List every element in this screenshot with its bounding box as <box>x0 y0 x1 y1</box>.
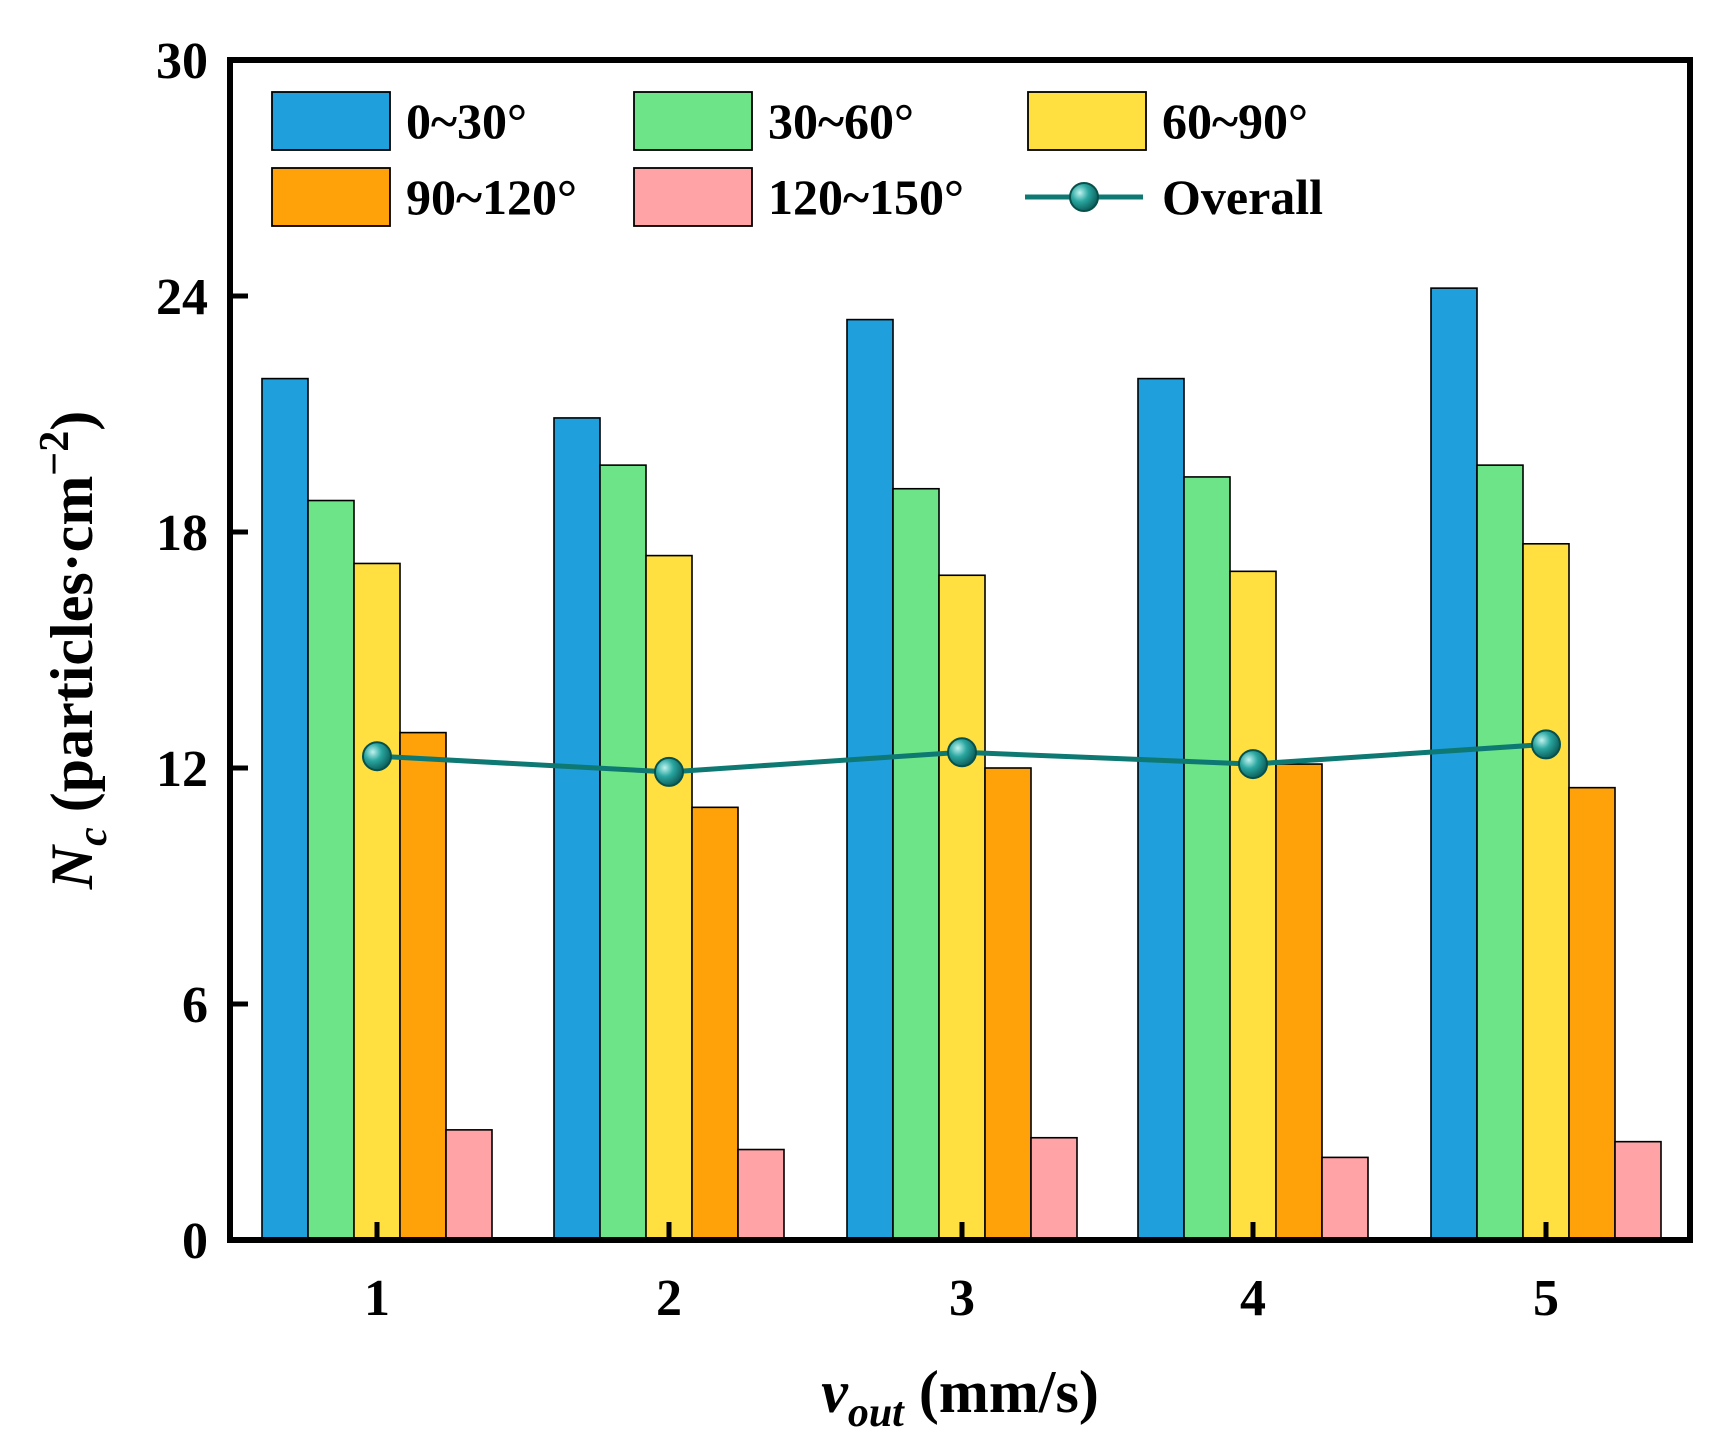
y-tick-label: 6 <box>182 977 208 1034</box>
x-tick-label: 4 <box>1240 1270 1266 1327</box>
y-tick-label: 18 <box>156 505 208 562</box>
x-axis-label-sub: out <box>848 1390 905 1436</box>
bar-90~120°-x4 <box>1275 763 1323 1241</box>
legend-label: 120~150° <box>768 169 964 225</box>
bar-120~150°-x1 <box>445 1129 493 1241</box>
bar-90~120°-x1 <box>399 731 447 1241</box>
bar-0~30°-x2 <box>553 417 601 1241</box>
bar-60~90°-x4 <box>1229 570 1277 1241</box>
overall-point-x3 <box>947 737 977 768</box>
bar-60~90°-x1 <box>353 562 401 1241</box>
x-tick-label: 5 <box>1533 1270 1559 1327</box>
x-axis-label-unit: (mm/s) <box>904 1359 1099 1425</box>
x-tick-label: 1 <box>364 1270 390 1327</box>
y-tick-label: 0 <box>182 1213 208 1270</box>
bars-layer <box>261 287 1662 1241</box>
bar-0~30°-x1 <box>261 377 309 1241</box>
legend-swatch-120~150° <box>633 167 753 227</box>
bar-120~150°-x5 <box>1614 1140 1662 1241</box>
legend-label: 0~30° <box>406 93 527 149</box>
bar-120~150°-x3 <box>1030 1136 1078 1241</box>
bar-30~60°-x1 <box>307 499 355 1241</box>
legend-label: 30~60° <box>768 93 914 149</box>
legend-label: Overall <box>1162 169 1323 225</box>
y-axis-label-close: ) <box>39 411 105 431</box>
legend: 0~30° 30~60° 60~90° 90~120° 120~150° Overall <box>271 91 1323 227</box>
legend-swatch-marker <box>1069 182 1099 212</box>
overall-point-x1 <box>362 741 392 772</box>
y-axis-label: Nc (particles·cm−2) <box>32 411 116 890</box>
x-axis-label-main: v <box>821 1359 849 1425</box>
y-axis-label-unit: (particles·cm <box>39 476 105 828</box>
y-tick-label: 12 <box>156 741 208 798</box>
legend-swatch-0~30° <box>271 91 391 151</box>
legend-label: 60~90° <box>1162 93 1308 149</box>
legend-label: 90~120° <box>406 169 577 225</box>
y-axis-label-main: N <box>39 843 105 890</box>
bar-60~90°-x3 <box>938 574 986 1241</box>
overall-point-x5 <box>1531 729 1561 760</box>
bar-120~150°-x4 <box>1321 1156 1369 1241</box>
bar-90~120°-x5 <box>1568 786 1616 1241</box>
y-tick-label: 24 <box>156 269 208 326</box>
bar-0~30°-x3 <box>846 318 894 1241</box>
x-axis-label: vout (mm/s) <box>821 1359 1099 1436</box>
bar-0~30°-x4 <box>1137 377 1185 1241</box>
bar-60~90°-x2 <box>645 554 693 1241</box>
bar-90~120°-x2 <box>691 806 739 1241</box>
legend-swatch-60~90° <box>1027 91 1147 151</box>
bar-120~150°-x2 <box>737 1148 785 1241</box>
bar-30~60°-x2 <box>599 464 647 1241</box>
bar-30~60°-x5 <box>1476 464 1524 1241</box>
bar-60~90°-x5 <box>1522 542 1570 1241</box>
x-tick-label: 2 <box>656 1270 682 1327</box>
bar-30~60°-x4 <box>1183 476 1231 1241</box>
bar-30~60°-x3 <box>892 487 940 1241</box>
overall-point-x2 <box>654 756 684 787</box>
bar-0~30°-x5 <box>1430 287 1478 1241</box>
y-tick-label: 30 <box>156 33 208 90</box>
legend-swatch-30~60° <box>633 91 753 151</box>
y-axis-label-sup: −2 <box>32 431 78 476</box>
overall-line-layer <box>362 729 1561 787</box>
x-tick-label: 3 <box>949 1270 975 1327</box>
overall-point-x4 <box>1238 749 1268 780</box>
y-axis-label-sub: c <box>70 827 116 846</box>
legend-swatch-90~120° <box>271 167 391 227</box>
bar-90~120°-x3 <box>984 767 1032 1241</box>
